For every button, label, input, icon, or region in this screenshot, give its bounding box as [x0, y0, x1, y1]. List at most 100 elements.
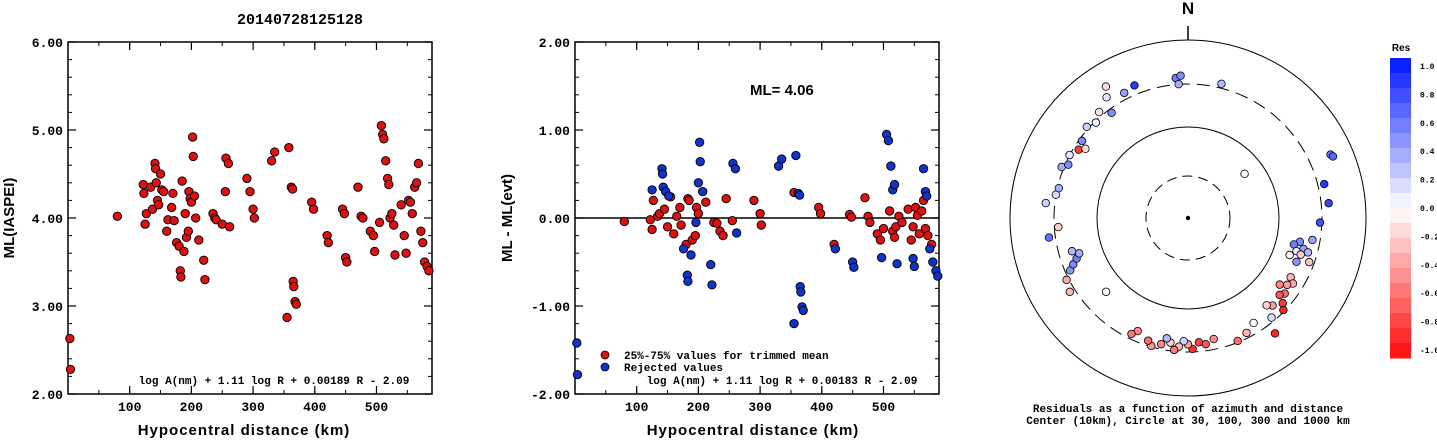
left-data-point	[284, 142, 294, 153]
trimmed-mean-point	[669, 229, 679, 239]
trimmed-mean-point	[721, 193, 731, 204]
north-label: N	[1182, 0, 1194, 18]
rejected-point	[794, 190, 805, 200]
left-data-point	[162, 226, 172, 236]
rejected-point	[830, 244, 841, 254]
left-ytick-label: 2.00	[32, 388, 63, 403]
station-marker	[1107, 108, 1116, 118]
middle-panel: 100 200 300 400 500 -2.00 -1.00 0.00 1.00 2.00 ML…	[499, 36, 943, 439]
middle-formula: log A(nm) + 1.11 log R + 0.00183 R - 2.0…	[647, 376, 918, 388]
station-marker	[1054, 222, 1063, 232]
colorbar-cell	[1390, 163, 1411, 179]
trimmed-mean-point	[878, 223, 889, 234]
left-data-point	[158, 186, 169, 197]
left-data-point	[151, 178, 161, 188]
left-data-point	[411, 178, 422, 188]
trimmed-mean-point	[906, 235, 916, 245]
left-data-point	[168, 188, 178, 199]
colorbar-tick-label: 0.8	[1420, 91, 1435, 100]
polar-panel: N Residuals as a function of azimuth and…	[1009, 0, 1367, 428]
colorbar-tick-label: 0.2	[1420, 177, 1435, 186]
trimmed-mean-point	[701, 197, 711, 207]
colorbar-tick-label: -0.2	[1420, 233, 1437, 242]
rejected-point	[889, 179, 900, 190]
left-data-point	[339, 208, 350, 219]
left-data-point	[224, 222, 235, 232]
trimmed-mean-point	[749, 195, 759, 206]
circle-30km	[1145, 175, 1231, 261]
colorbar-cell	[1390, 313, 1411, 329]
trimmed-mean-point	[889, 232, 900, 243]
left-data-point	[353, 182, 363, 192]
rejected-point	[933, 271, 943, 281]
colorbar-cell	[1390, 193, 1411, 209]
legend-label-trimmed: 25%-75% values for trimmed mean	[624, 351, 829, 363]
station-marker	[1270, 329, 1280, 338]
colorbar-cell	[1390, 343, 1411, 359]
station-marker	[1077, 136, 1087, 146]
middle-ylabel: ML - ML(evt)	[499, 174, 516, 262]
colorbar-cell	[1390, 208, 1411, 224]
left-data-point	[179, 246, 189, 257]
station-marker	[1067, 247, 1077, 256]
left-data-point	[139, 188, 149, 199]
rejected-point	[925, 244, 935, 254]
colorbar-tick-label: -0.8	[1420, 319, 1437, 328]
left-xtick-label: 300	[241, 400, 265, 415]
colorbar-tick-label: -1.0	[1420, 347, 1437, 356]
left-data-point	[413, 158, 424, 169]
station-marker	[1065, 287, 1075, 297]
left-data-point	[177, 176, 187, 186]
middle-xtick-label: 400	[810, 400, 834, 415]
station-marker	[1082, 122, 1091, 132]
rejected-point	[647, 185, 657, 195]
station-marker	[1091, 118, 1101, 127]
rejected-point	[796, 287, 806, 297]
station-marker	[1194, 338, 1204, 347]
figure-title: 20140728125128	[237, 12, 363, 29]
colorbar-tick-label: 0.0	[1420, 205, 1435, 214]
left-data-point	[342, 257, 352, 267]
trimmed-mean-point	[846, 212, 857, 222]
left-data-point	[368, 230, 379, 241]
middle-xlabel: Hypocentral distance (km)	[647, 422, 860, 439]
colorbar-title: Res	[1392, 43, 1411, 54]
middle-ytick-label: -2.00	[531, 388, 570, 403]
left-data-point	[140, 219, 150, 229]
station-marker	[1303, 248, 1313, 257]
left-data-point	[282, 312, 292, 323]
left-xtick-label: 200	[180, 400, 204, 415]
left-data-point	[270, 147, 280, 157]
middle-ytick-label: 0.00	[539, 212, 570, 227]
left-data-point	[180, 208, 190, 219]
left-panel: 100 200 300 400 500 2.00 3.00 4.00 5.00 6.00 ML(I…	[1, 36, 434, 439]
trimmed-mean-point	[865, 217, 875, 228]
station-marker	[1064, 160, 1073, 169]
left-data-point	[407, 208, 417, 219]
left-ytick-label: 4.00	[32, 212, 63, 227]
station-marker	[1101, 287, 1111, 296]
rejected-point	[789, 318, 799, 329]
station-marker	[1328, 152, 1338, 161]
station-marker	[1217, 79, 1226, 88]
rejected-point	[908, 253, 918, 264]
left-data-point	[381, 156, 391, 166]
colorbar-cell	[1390, 148, 1411, 164]
middle-ytick-label: -1.00	[531, 300, 570, 315]
left-data-point	[396, 200, 406, 210]
left-data-point	[245, 186, 255, 197]
left-data-point	[291, 299, 301, 309]
rejected-point	[928, 257, 938, 267]
epicenter-dot	[1185, 215, 1191, 221]
left-data-point	[199, 255, 209, 265]
left-xlabel: Hypocentral distance (km)	[138, 422, 351, 439]
station-marker	[1292, 257, 1301, 267]
left-data-point	[289, 281, 299, 292]
station-marker	[1179, 336, 1188, 346]
left-data-point	[187, 132, 198, 142]
colorbar-cell	[1390, 58, 1411, 74]
colorbar-cell	[1390, 73, 1411, 89]
trimmed-mean-point	[727, 215, 737, 226]
left-data-point	[166, 202, 177, 213]
trimmed-mean-point	[917, 206, 927, 216]
